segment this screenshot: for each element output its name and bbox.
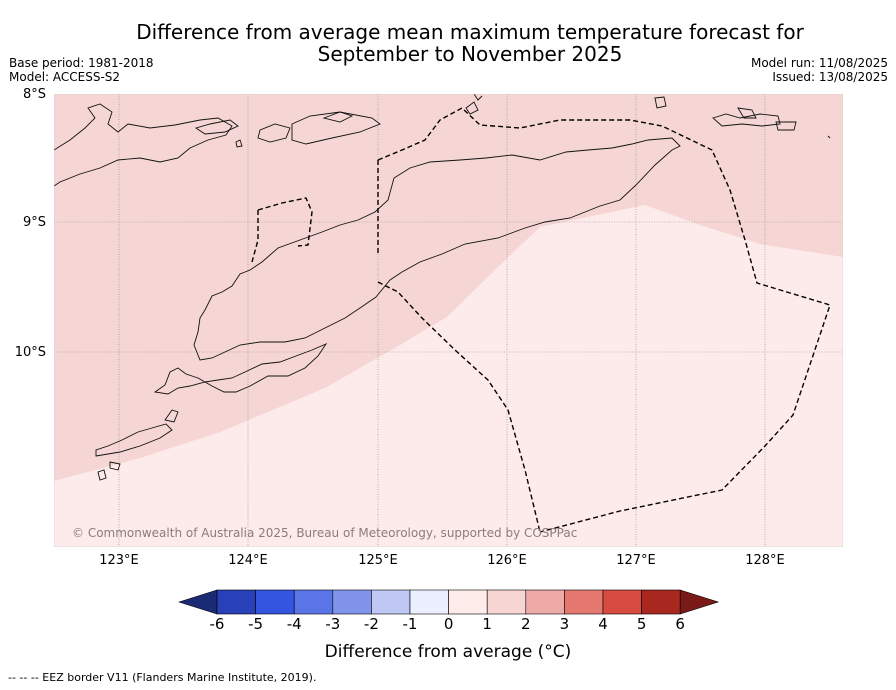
- copyright-notice: © Commonwealth of Australia 2025, Bureau…: [72, 526, 578, 540]
- colorbar-tick-label: -4: [286, 615, 302, 633]
- colorbar-tick-label: 1: [482, 615, 492, 633]
- colorbar-segment: [564, 589, 604, 615]
- lon-label-128e: 128°E: [745, 553, 785, 568]
- eez-borders: [251, 107, 831, 533]
- model-label: Model: ACCESS-S2: [9, 70, 121, 84]
- colorbar-segment: [409, 589, 449, 615]
- colorbar-tick-label: -2: [363, 615, 379, 633]
- coastlines: [54, 94, 831, 481]
- lon-label-123e: 123°E: [99, 553, 139, 568]
- colorbar-extend-high: [679, 589, 720, 615]
- lat-label-9s: 9°S: [22, 215, 46, 230]
- colorbar-segment: [448, 589, 488, 615]
- colorbar-tick-label: 4: [598, 615, 608, 633]
- colorbar-tick-label: -5: [248, 615, 264, 633]
- map-panel: [54, 94, 843, 547]
- colorbar: [178, 589, 720, 615]
- colorbar-segment: [371, 589, 411, 615]
- lon-label-125e: 125°E: [358, 553, 398, 568]
- colorbar-segment: [602, 589, 642, 615]
- eez-legend: -- -- -- EEZ border V11 (Flanders Marine…: [8, 671, 317, 684]
- colorbar-tick-label: 5: [636, 615, 647, 633]
- colorbar-segment: [486, 589, 527, 615]
- colorbar-tick-label: -6: [209, 615, 225, 633]
- colorbar-tick-label: 3: [559, 615, 570, 633]
- base-period-label: Base period: 1981-2018: [9, 56, 154, 70]
- colorbar-segment: [332, 589, 372, 615]
- colorbar-tick-label: -3: [325, 615, 341, 633]
- colorbar-segment: [641, 589, 681, 615]
- model-run-label: Model run: 11/08/2025: [750, 56, 888, 70]
- anomaly-region-1-2: [54, 94, 843, 481]
- colorbar-segment: [216, 589, 256, 615]
- colorbar-tick-label: 2: [521, 615, 531, 633]
- colorbar-label: Difference from average (°C): [324, 642, 572, 662]
- title-line-2: September to November 2025: [317, 42, 623, 66]
- colorbar-tick-label: -1: [402, 615, 418, 633]
- colorbar-extend-low: [178, 589, 218, 615]
- lat-label-8s: 8°S: [22, 87, 46, 102]
- lon-label-126e: 126°E: [487, 553, 527, 568]
- colorbar-tick-label: 6: [675, 615, 685, 633]
- colorbar-segment: [525, 589, 565, 615]
- issued-label: Issued: 13/08/2025: [772, 70, 888, 84]
- lon-label-124e: 124°E: [228, 553, 268, 568]
- lon-label-127e: 127°E: [616, 553, 656, 568]
- colorbar-segment: [293, 589, 334, 615]
- lat-label-10s: 10°S: [14, 345, 46, 360]
- colorbar-segment: [255, 589, 295, 615]
- colorbar-tick-label: 0: [443, 615, 454, 633]
- title-line-1: Difference from average mean maximum tem…: [136, 20, 804, 44]
